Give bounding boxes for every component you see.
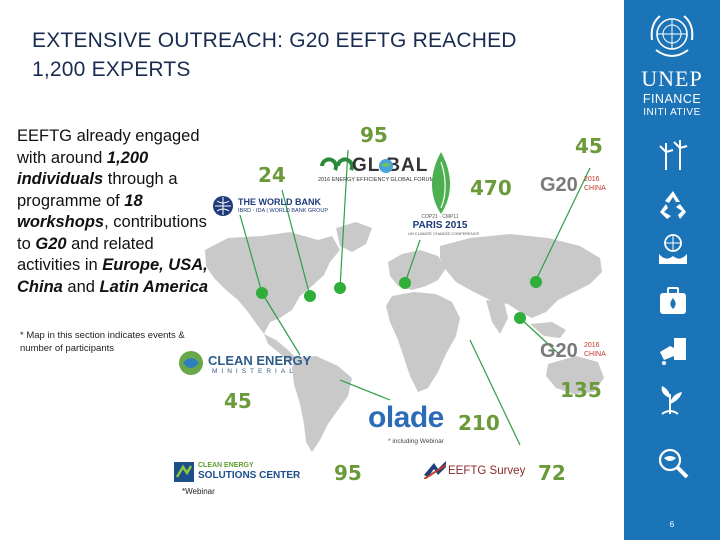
g20-country-bottom: CHINA	[584, 351, 606, 358]
people-globe-icon	[659, 234, 687, 264]
olade-logo: olade	[368, 401, 444, 434]
magnifier-globe-icon	[658, 448, 689, 479]
world-map	[205, 149, 604, 452]
solutions-line-1: CLEAN ENERGY	[198, 462, 254, 469]
body-bold-1: 1,200 individuals	[17, 148, 149, 189]
clean-energy-ministerial-logo: CLEAN ENERGY MINISTERIAL	[178, 350, 312, 380]
world-bank-globe-icon	[213, 196, 233, 216]
southeast-asia-shape	[530, 322, 566, 338]
count-g20-top: 45	[575, 134, 603, 158]
paris-top-text: COP21 · CMP11	[421, 214, 459, 220]
map-note: * Map in this section indicates events &…	[20, 330, 185, 354]
marker-usa-east	[334, 282, 346, 294]
wind-turbine-icon	[659, 140, 688, 170]
paris-main-text: PARIS 2015	[412, 220, 468, 231]
body-text-5: and	[62, 277, 100, 296]
g20-text-top: G20	[540, 174, 578, 196]
g20-year-top: 2016	[584, 176, 600, 183]
page-number: 6	[669, 520, 675, 529]
brand-unep: UNEP	[641, 66, 703, 91]
paris-sub-text: UN CLIMATE CHANGE CONFERENCE	[408, 231, 480, 236]
line-worldbank	[239, 214, 263, 294]
eeglobal-logo: GL BAL 2016 ENERGY EFFICIENCY GLOBAL FOR…	[318, 155, 444, 187]
australia-shape	[546, 356, 604, 394]
unep-sidebar: UNEP FINANCE INITI ATIVE	[624, 0, 720, 540]
africa-shape	[386, 292, 460, 392]
connector-lines	[239, 149, 591, 446]
plant-icon	[661, 386, 682, 415]
body-text-1: EEFTG already engaged with around	[17, 127, 200, 167]
asia-shape	[440, 234, 602, 318]
line-g20-top	[535, 167, 591, 281]
including-webinar-note: * including Webinar	[388, 438, 444, 445]
world-bank-sub: IBRD · IDA | WORLD BANK GROUP	[238, 208, 329, 214]
cem-main-text: CLEAN ENERGY	[208, 353, 312, 368]
count-world-bank: 24	[258, 163, 286, 187]
brand-initiative: INITI ATIVE	[643, 107, 701, 118]
g20-china-logo-bottom: G20 2016 CHINA	[540, 338, 624, 368]
solutions-line-2: SOLUTIONS CENTER	[198, 470, 301, 481]
title-line-2: 1,200 EXPERTS	[32, 58, 191, 81]
g20-country-top: CHINA	[584, 185, 606, 192]
line-paris	[404, 239, 421, 284]
marker-usa-central	[304, 290, 316, 302]
cem-swirl-icon	[179, 351, 203, 375]
body-text-3: , contributions to	[17, 213, 207, 253]
brand-finance: FINANCE	[642, 92, 702, 106]
line-olade	[339, 379, 391, 401]
line-cem	[261, 292, 301, 356]
body-bold-4: Europe, USA, China	[17, 256, 208, 296]
count-paris: 470	[470, 176, 512, 200]
india-shape	[486, 300, 508, 334]
water-tap-icon	[660, 338, 686, 365]
recycle-icon	[660, 191, 686, 219]
un-emblem-icon	[650, 15, 694, 57]
count-g20-bottom: 135	[560, 378, 602, 402]
slide-title: EXTENSIVE OUTREACH: G20 EEFTG REACHED 1,…	[32, 26, 612, 84]
count-solutions-center: 95	[334, 461, 362, 485]
central-america-shape	[264, 334, 296, 362]
line-survey	[469, 339, 521, 446]
body-bold-5: Latin America	[99, 277, 209, 296]
count-cem: 45	[224, 389, 252, 413]
g20-china-logo-top: G20 2016 CHINA	[540, 172, 624, 202]
marker-china-south	[514, 312, 526, 324]
solutions-center-icon	[174, 462, 194, 482]
body-bold-3: G20	[35, 234, 67, 253]
g20-year-bottom: 2016	[584, 342, 600, 349]
south-america-shape	[292, 356, 352, 452]
europe-shape	[388, 250, 446, 290]
first-aid-kit-icon	[660, 287, 686, 314]
greenland-shape	[336, 222, 372, 252]
count-eeglobal: 95	[360, 123, 388, 147]
solutions-center-logo: CLEAN ENERGY SOLUTIONS CENTER	[174, 462, 326, 486]
eeftg-survey-icon	[424, 461, 446, 479]
eeftg-survey-label: EEFTG Survey	[448, 465, 526, 477]
eeglobal-ee-mark-icon	[320, 157, 354, 172]
world-bank-name: THE WORLD BANK	[238, 197, 321, 207]
body-bold-2: 18 workshops	[17, 191, 143, 232]
eeglobal-globe-icon	[379, 159, 393, 173]
body-paragraph: EEFTG already engaged with around 1,200 …	[17, 126, 217, 298]
g20-text-bottom: G20	[540, 340, 578, 362]
webinar-note: *Webinar	[182, 487, 215, 496]
marker-europe	[399, 277, 411, 289]
marker-china-north	[530, 276, 542, 288]
body-text-4: and related activities in	[17, 234, 154, 275]
body-text-2: through a programme of	[17, 170, 178, 210]
count-survey: 72	[538, 461, 566, 485]
marker-usa-west	[256, 287, 268, 299]
line-g20-bottom	[519, 317, 561, 356]
count-olade: 210	[458, 411, 500, 435]
line-eeglobal-2	[339, 149, 349, 289]
paris-leaf-icon	[431, 152, 451, 214]
cem-sub-text: MINISTERIAL	[212, 368, 297, 375]
line-eeglobal	[281, 189, 311, 297]
world-bank-logo: THE WORLD BANK IBRD · IDA | WORLD BANK G…	[212, 195, 342, 219]
paris-logo: COP21 · CMP11 PARIS 2015 UN CLIMATE CHAN…	[408, 214, 480, 236]
north-america-shape	[205, 232, 340, 334]
title-line-1: EXTENSIVE OUTREACH: G20 EEFTG REACHED	[32, 29, 517, 52]
eeglobal-subtitle: 2016 ENERGY EFFICIENCY GLOBAL FORUM	[318, 177, 435, 183]
location-markers	[256, 276, 542, 324]
